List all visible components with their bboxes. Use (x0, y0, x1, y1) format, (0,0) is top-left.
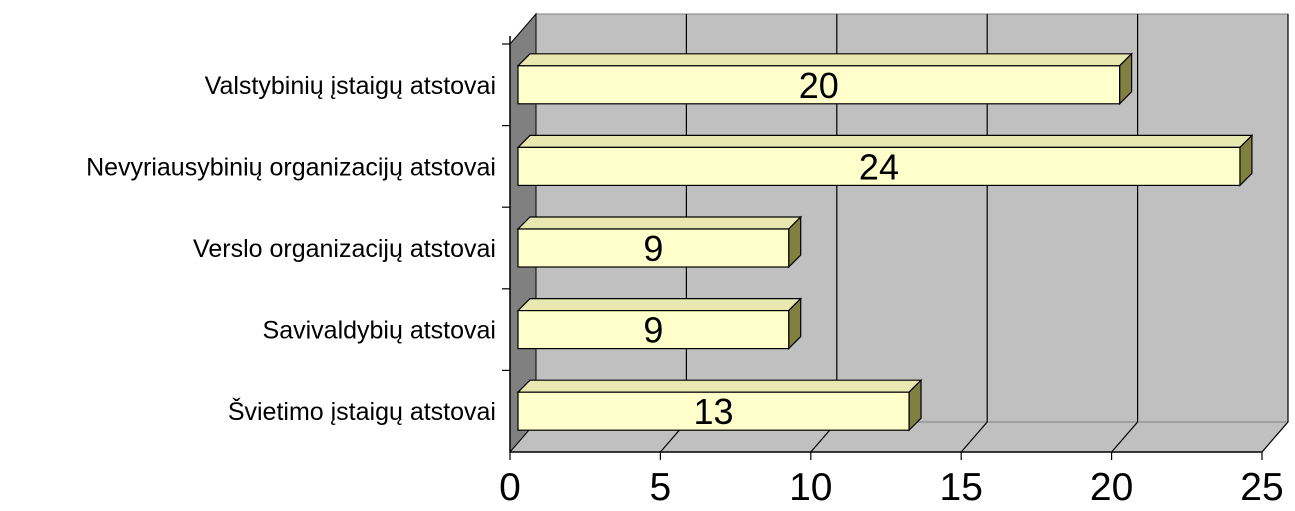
bar-1 (516, 52, 1134, 106)
floor-gridline-20 (1111, 421, 1139, 453)
data-label-2: 24 (859, 146, 899, 187)
floor-gridline-25 (1261, 421, 1289, 453)
bar-4 (516, 297, 803, 351)
bar-2 (516, 133, 1254, 187)
x-tick-labels: 0 5 10 15 20 25 (499, 466, 1284, 509)
category-label-5: Švietimo įstaigų atstovai (228, 397, 496, 426)
x-tick-label-10: 10 (789, 466, 832, 509)
axes (502, 36, 1263, 460)
bar-face-4 (517, 310, 790, 350)
category-label-3: Verslo organizacijų atstovai (193, 235, 496, 263)
category-labels: Valstybinių įstaigų atstovai Nevyriausybi… (86, 72, 496, 426)
bar-face-2 (517, 146, 1241, 186)
x-tick-label-25: 25 (1240, 466, 1283, 509)
bar-3 (516, 215, 803, 269)
x-tick-label-0: 0 (499, 466, 521, 509)
x-tick-label-20: 20 (1090, 466, 1133, 509)
category-label-4: Savivaldybių atstovai (263, 317, 496, 345)
bar-face-3 (517, 228, 790, 268)
bar-face-1 (517, 65, 1121, 105)
bars (516, 52, 1254, 432)
x-tick-label-5: 5 (650, 466, 672, 509)
data-label-3: 9 (643, 228, 663, 269)
data-labels: 20 24 9 9 13 (643, 65, 899, 432)
floor-gridline-15 (960, 421, 988, 453)
category-label-1: Valstybinių įstaigų atstovai (205, 72, 496, 100)
category-label-2: Nevyriausybinių organizacijų atstovai (86, 153, 496, 181)
data-label-5: 13 (693, 391, 733, 432)
bar-5 (516, 378, 923, 432)
x-tick-label-15: 15 (940, 466, 983, 509)
data-label-1: 20 (799, 65, 839, 106)
data-label-4: 9 (643, 310, 663, 351)
bar-face-5 (517, 391, 910, 431)
